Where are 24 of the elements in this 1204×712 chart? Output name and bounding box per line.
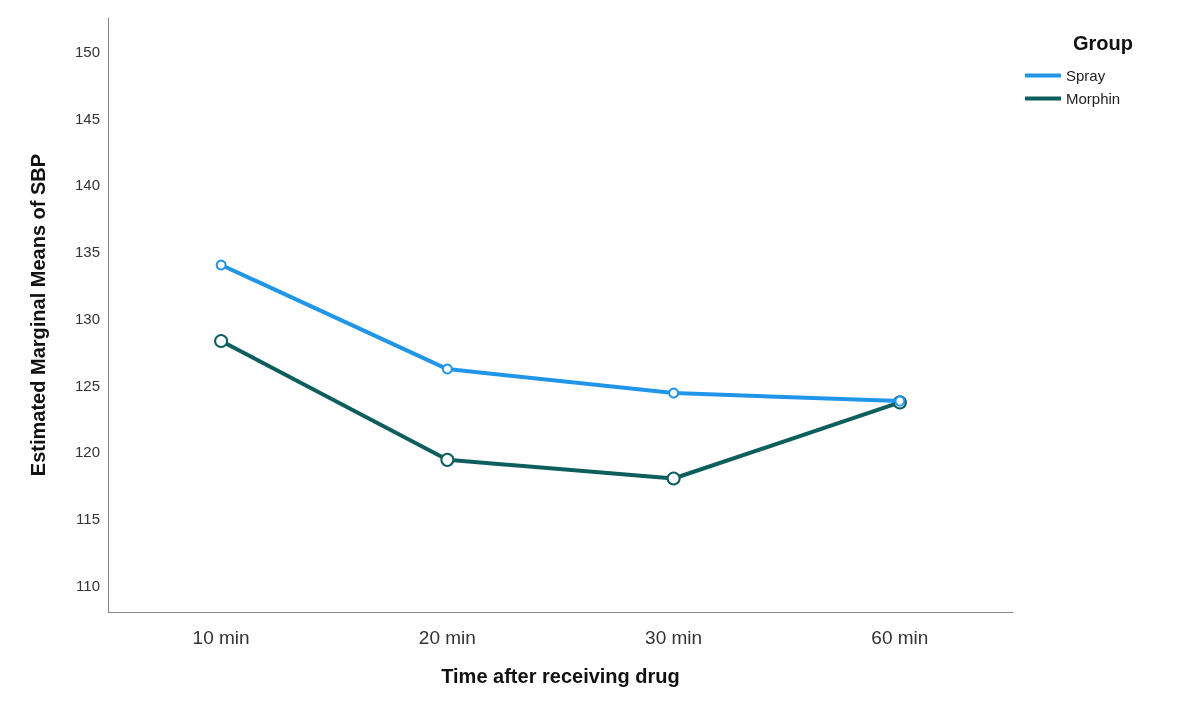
y-tick-label: 110 <box>76 576 100 594</box>
x-tick-label: 20 min <box>418 627 476 648</box>
y-tick-label: 150 <box>74 42 100 60</box>
x-tick-label: 10 min <box>192 627 250 648</box>
x-axis-title: Time after receiving drug <box>441 665 680 687</box>
y-tick-label: 135 <box>74 243 100 261</box>
point <box>215 259 227 271</box>
y-tick-label: 125 <box>74 376 100 394</box>
point <box>666 471 681 486</box>
point <box>441 363 453 375</box>
legend-title: Group <box>1073 32 1133 54</box>
y-tick-label: 115 <box>76 510 100 528</box>
y-tick-label: 145 <box>74 109 100 127</box>
point <box>214 334 229 349</box>
y-tick-label: 140 <box>74 176 100 194</box>
y-axis-title: Estimated Marginal Means of SBP <box>27 153 49 477</box>
y-tick-label: 130 <box>74 309 100 327</box>
legend-label: Morphin <box>1066 90 1121 107</box>
x-tick-label: 30 min <box>645 627 703 648</box>
x-tick-label: 60 min <box>871 627 929 648</box>
point <box>668 387 680 399</box>
y-tick-label: 120 <box>74 443 100 461</box>
legend-label: Spray <box>1066 67 1106 84</box>
point <box>440 452 455 467</box>
